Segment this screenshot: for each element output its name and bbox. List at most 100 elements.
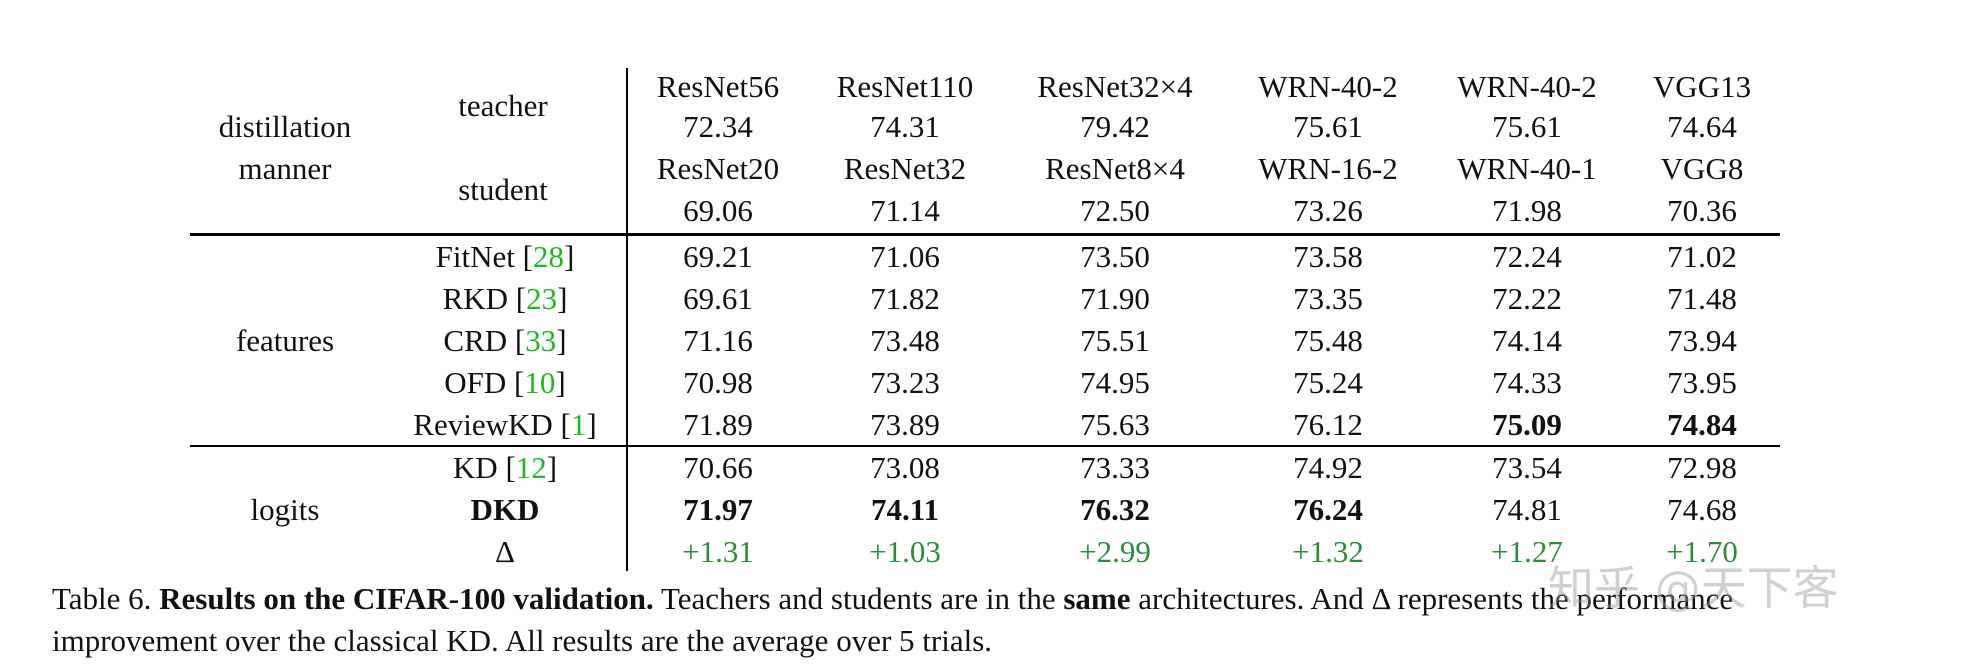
citation-link[interactable]: 10 <box>524 365 556 400</box>
teacher-accuracy: 79.42 <box>1080 109 1150 144</box>
student-name: ResNet8×4 <box>1045 151 1185 186</box>
citation-bracket-open: [ <box>507 323 526 358</box>
teacher-accuracy: 74.31 <box>870 109 940 144</box>
accuracy-cell: 74.11 <box>870 492 940 527</box>
student-accuracy: 71.98 <box>1492 193 1562 228</box>
table-caption-line1: Table 6. Results on the CIFAR-100 valida… <box>52 582 1733 616</box>
citation-bracket-open: [ <box>514 239 533 274</box>
accuracy-cell: 76.32 <box>1080 492 1150 527</box>
caption-label: Table 6. <box>52 581 152 616</box>
citation-bracket-close: ] <box>563 239 575 274</box>
accuracy-cell: 75.24 <box>1293 365 1363 400</box>
citation-bracket-close: ] <box>557 281 568 316</box>
method-label: KD [12] <box>453 451 557 485</box>
student-name: ResNet32 <box>843 151 967 186</box>
method-name: RKD <box>442 281 509 316</box>
method-label: FitNet [28] <box>436 240 575 274</box>
student-accuracy: 73.26 <box>1293 193 1363 228</box>
accuracy-cell: 73.50 <box>1080 239 1150 274</box>
accuracy-cell: 69.61 <box>683 281 753 316</box>
accuracy-cell: 74.84 <box>1667 407 1737 442</box>
improvement-cell: +1.27 <box>1491 534 1563 569</box>
citation-link[interactable]: 23 <box>526 281 558 316</box>
accuracy-cell: 74.14 <box>1492 323 1562 358</box>
caption-text-a: Teachers and students are in the <box>660 581 1056 616</box>
citation-bracket-close: ] <box>546 450 558 485</box>
accuracy-cell: 73.94 <box>1667 323 1737 358</box>
citation-bracket-open: [ <box>497 450 516 485</box>
accuracy-cell: 75.63 <box>1080 407 1150 442</box>
accuracy-cell: 74.92 <box>1293 450 1363 485</box>
method-label: Δ <box>495 535 515 569</box>
accuracy-cell: 73.23 <box>870 365 940 400</box>
method-label: OFD [10] <box>444 366 565 400</box>
accuracy-cell: 71.48 <box>1667 281 1737 316</box>
table-caption-line2: improvement over the classical KD. All r… <box>52 623 993 658</box>
accuracy-cell: 73.48 <box>870 323 940 358</box>
accuracy-cell: 74.68 <box>1667 492 1737 527</box>
teacher-name: WRN-40-2 <box>1457 69 1597 104</box>
method-name: KD <box>452 450 498 485</box>
improvement-cell: +1.32 <box>1292 534 1364 569</box>
group-label: features <box>235 323 335 358</box>
accuracy-cell: 72.24 <box>1492 239 1562 274</box>
watermark-text: 知乎 @天下客 <box>1548 561 1839 615</box>
citation-bracket-open: [ <box>506 365 525 400</box>
teacher-name: WRN-40-2 <box>1258 69 1398 104</box>
accuracy-cell: 74.33 <box>1492 365 1562 400</box>
distillation-manner-label-line2: manner <box>238 151 332 186</box>
accuracy-cell: 73.89 <box>870 407 940 442</box>
accuracy-cell: 72.22 <box>1492 281 1562 316</box>
student-accuracy: 72.50 <box>1080 193 1150 228</box>
citation-link[interactable]: 28 <box>532 239 564 274</box>
accuracy-cell: 72.98 <box>1667 450 1737 485</box>
student-label: student <box>458 172 548 207</box>
improvement-cell: +1.31 <box>682 534 754 569</box>
citation-bracket-close: ] <box>586 407 597 442</box>
accuracy-cell: 76.24 <box>1293 492 1363 527</box>
accuracy-cell: 69.21 <box>683 239 753 274</box>
accuracy-cell: 71.90 <box>1080 281 1150 316</box>
accuracy-cell: 73.08 <box>870 450 940 485</box>
student-name: VGG8 <box>1660 151 1744 186</box>
accuracy-cell: 71.82 <box>870 281 940 316</box>
teacher-accuracy: 74.64 <box>1667 109 1737 144</box>
accuracy-cell: 73.95 <box>1667 365 1737 400</box>
student-accuracy: 70.36 <box>1667 193 1737 228</box>
method-name: ReviewKD <box>413 407 553 442</box>
student-accuracy: 69.06 <box>683 193 753 228</box>
citation-link[interactable]: 33 <box>525 323 557 358</box>
teacher-name: VGG13 <box>1652 69 1752 104</box>
accuracy-cell: 74.81 <box>1492 492 1562 527</box>
method-name: OFD <box>444 365 507 400</box>
student-name: WRN-16-2 <box>1258 151 1398 186</box>
accuracy-cell: 71.06 <box>870 239 940 274</box>
accuracy-cell: 71.16 <box>683 323 753 358</box>
caption-same: same <box>1063 581 1131 616</box>
method-label: RKD [23] <box>443 282 568 316</box>
accuracy-cell: 70.98 <box>683 365 753 400</box>
citation-link[interactable]: 1 <box>570 407 587 442</box>
citation-link[interactable]: 12 <box>515 450 547 485</box>
caption-text-b: architectures. And Δ represents the perf… <box>1138 581 1734 616</box>
student-name: WRN-40-1 <box>1457 151 1597 186</box>
student-accuracy: 71.14 <box>870 193 940 228</box>
header-vertical-rule <box>626 68 628 571</box>
improvement-cell: +2.99 <box>1079 534 1151 569</box>
accuracy-cell: 70.66 <box>683 450 753 485</box>
method-name: Δ <box>495 534 515 569</box>
method-label: CRD [33] <box>443 324 566 358</box>
teacher-accuracy: 75.61 <box>1492 109 1562 144</box>
teacher-name: ResNet32×4 <box>1037 69 1193 104</box>
method-name: DKD <box>470 492 540 527</box>
citation-bracket-close: ] <box>556 323 567 358</box>
citation-bracket-open: [ <box>552 407 571 442</box>
method-name: FitNet <box>435 239 515 274</box>
method-name: CRD <box>443 323 508 358</box>
accuracy-cell: 73.33 <box>1080 450 1150 485</box>
student-name: ResNet20 <box>656 151 780 186</box>
accuracy-cell: 73.58 <box>1293 239 1363 274</box>
teacher-accuracy: 75.61 <box>1293 109 1363 144</box>
accuracy-cell: 75.51 <box>1080 323 1150 358</box>
